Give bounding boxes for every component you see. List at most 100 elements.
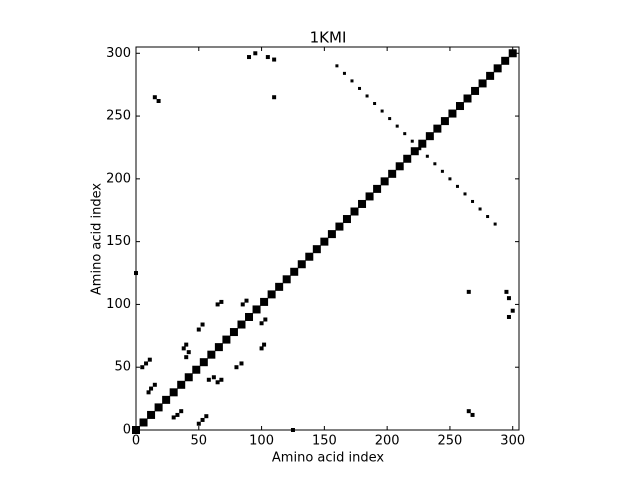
contact-point	[448, 177, 452, 181]
contact-point	[478, 79, 487, 88]
contact-point	[196, 327, 201, 332]
contact-point	[290, 267, 299, 276]
contact-point	[440, 117, 449, 126]
contact-point	[247, 55, 252, 60]
contact-point	[156, 98, 161, 103]
contact-point	[388, 117, 392, 121]
contact-point	[146, 390, 151, 395]
contact-point	[234, 365, 239, 370]
contact-point	[206, 377, 211, 382]
contact-point	[358, 86, 362, 90]
contact-point	[275, 282, 284, 291]
contact-point	[200, 322, 205, 327]
contact-point	[171, 415, 176, 420]
contact-point	[181, 346, 186, 351]
contact-point	[179, 409, 184, 414]
x-tick-label: 150	[312, 434, 337, 449]
contact-point	[373, 184, 382, 193]
contact-point	[252, 305, 261, 314]
contact-point	[162, 395, 171, 404]
contact-point	[342, 215, 351, 224]
contact-point	[493, 64, 502, 73]
contact-point	[510, 308, 515, 313]
contact-point	[219, 299, 224, 304]
contact-point	[184, 355, 189, 360]
contact-point	[214, 343, 223, 352]
contact-point	[154, 403, 163, 412]
contact-point	[260, 297, 269, 306]
x-tick-label: 0	[132, 434, 140, 449]
contact-point	[265, 55, 270, 60]
contact-point	[403, 132, 407, 136]
contact-point	[219, 377, 224, 382]
contact-point	[140, 365, 145, 370]
contact-point	[350, 79, 354, 83]
contact-point	[200, 417, 205, 422]
contact-point	[410, 139, 414, 143]
contact-point	[244, 298, 249, 303]
contact-point	[207, 350, 216, 359]
contact-point	[373, 102, 377, 106]
contact-point	[199, 358, 208, 367]
contact-point	[253, 51, 258, 56]
contact-point	[147, 357, 152, 362]
contact-point	[272, 57, 277, 62]
contact-point	[263, 317, 268, 322]
contact-point	[204, 414, 209, 419]
contact-point	[486, 215, 490, 219]
contact-point	[410, 147, 419, 156]
contact-point	[350, 207, 359, 216]
contact-point	[186, 350, 191, 355]
contact-point	[455, 102, 464, 111]
contact-point	[245, 312, 254, 321]
contact-point	[471, 199, 475, 203]
contact-point	[239, 361, 244, 366]
contact-point	[297, 260, 306, 269]
contact-point	[259, 321, 264, 326]
contact-point	[418, 139, 427, 148]
chart-title: 1KMI	[310, 29, 347, 47]
contact-point	[395, 162, 404, 171]
contact-point	[466, 289, 471, 294]
contact-point	[478, 207, 482, 211]
axes-frame	[135, 46, 520, 431]
contact-point	[305, 252, 314, 261]
contact-point	[493, 222, 497, 226]
x-tick-label: 300	[500, 434, 525, 449]
y-tick-label: 100	[106, 297, 131, 312]
contact-point	[169, 388, 178, 397]
contact-point	[425, 154, 429, 158]
contact-point	[388, 169, 397, 178]
y-tick-label: 250	[106, 109, 131, 124]
contact-point	[184, 342, 189, 347]
contact-point	[501, 56, 510, 65]
contact-point	[425, 132, 434, 141]
contact-point	[144, 361, 149, 366]
x-tick-label: 250	[438, 434, 463, 449]
contact-point	[440, 169, 444, 173]
contact-point	[455, 184, 459, 188]
contact-point	[463, 94, 472, 103]
contact-point	[327, 230, 336, 239]
contact-point	[403, 154, 412, 163]
contact-point	[466, 409, 471, 414]
contact-point	[152, 382, 157, 387]
contact-point	[448, 109, 457, 118]
contact-point	[342, 71, 346, 75]
y-tick-label: 0	[123, 423, 131, 438]
contact-point	[418, 147, 422, 151]
contact-point	[358, 199, 367, 208]
contact-point	[312, 245, 321, 254]
contact-point	[184, 373, 193, 382]
contact-point	[380, 177, 389, 186]
contact-point	[175, 412, 180, 417]
contact-point	[282, 275, 291, 284]
contact-point	[335, 64, 339, 68]
contact-point	[222, 335, 231, 344]
contact-point	[272, 95, 277, 100]
contact-point	[395, 124, 399, 128]
contact-point	[335, 222, 344, 231]
contact-point	[433, 124, 442, 133]
contact-point	[192, 365, 201, 374]
